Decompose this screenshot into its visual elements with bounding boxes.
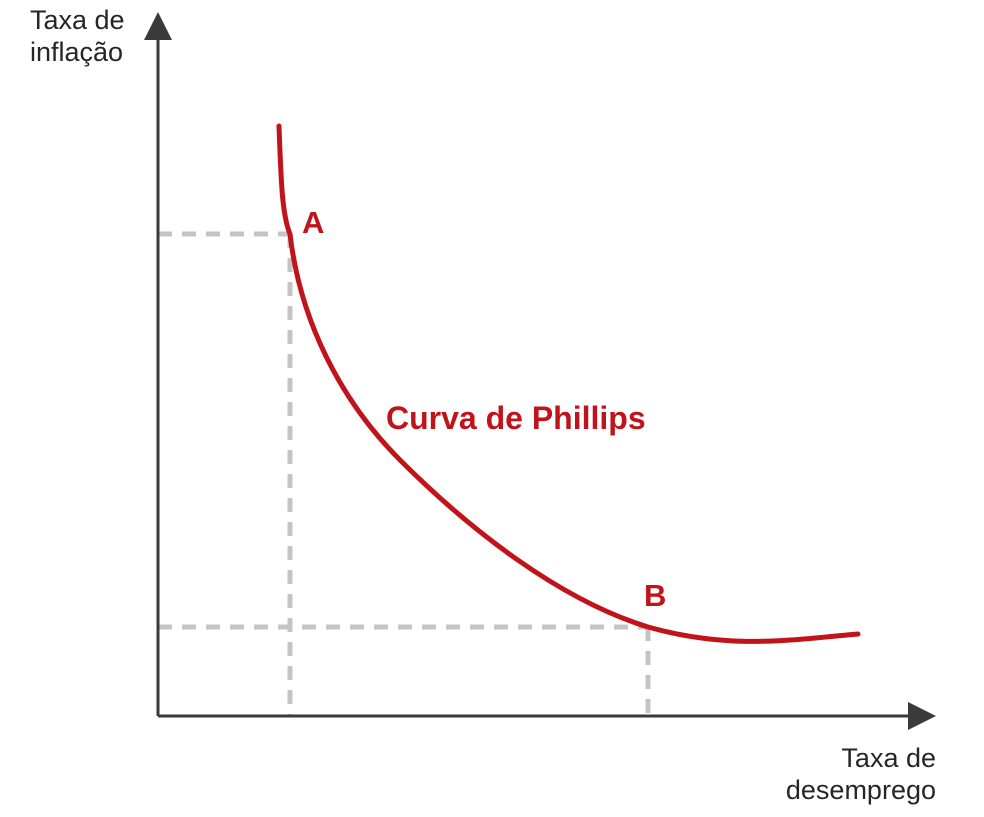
x-axis-label-line-1: Taxa de xyxy=(841,743,936,773)
curve-label: Curva de Phillips xyxy=(386,400,646,436)
y-axis-label-line-1: Taxa de xyxy=(30,5,125,35)
x-axis-arrowhead xyxy=(908,702,936,730)
x-axis-label: Taxa de desemprego xyxy=(786,742,936,806)
y-axis-arrowhead xyxy=(144,12,172,40)
y-axis-label-line-2: inflação xyxy=(30,37,124,67)
y-axis-label: Taxa de inflação xyxy=(30,4,125,68)
point-a-label: A xyxy=(302,205,325,240)
point-b-label: B xyxy=(644,578,667,613)
x-axis-label-line-2: desemprego xyxy=(785,775,936,805)
phillips-curve xyxy=(276,123,861,644)
